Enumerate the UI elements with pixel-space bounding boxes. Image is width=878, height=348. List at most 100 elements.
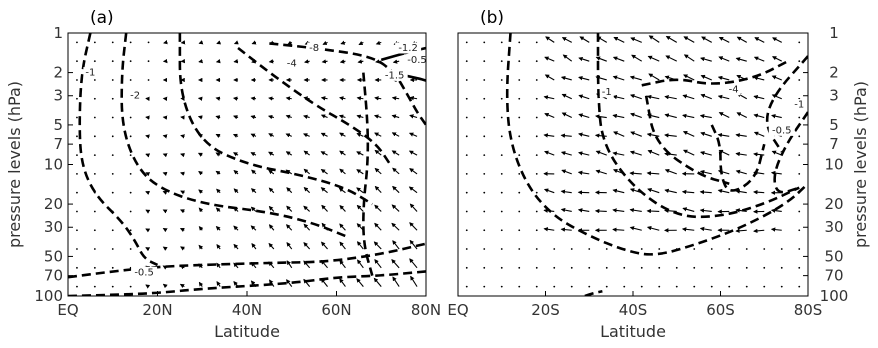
vector-arrow (701, 36, 713, 43)
vector-dot (111, 135, 114, 138)
panel-b: -1 -4 -0.5 -1 EQ 20S 40S 60S 80S Latitude 1 2 3 57 10 2… (447, 8, 870, 341)
vector-dot (535, 154, 538, 157)
vector-arrow (647, 188, 660, 194)
vector-dot (483, 60, 486, 63)
vector-dot (465, 266, 468, 269)
vector-dot (76, 154, 78, 157)
vector-arrow (303, 133, 310, 138)
vector-dot (570, 248, 573, 250)
vector-arrow (216, 40, 222, 45)
vector-arrow (339, 59, 346, 64)
vector-arrow (145, 190, 151, 195)
vector-arrow (594, 133, 607, 138)
vector-arrow (232, 96, 239, 101)
vector-arrow (303, 223, 311, 231)
vector-arrow (735, 169, 747, 175)
vector-arrow (718, 56, 730, 62)
vector-arrow (560, 207, 572, 213)
vector-dot (518, 229, 521, 232)
vector-dot (129, 210, 132, 213)
vector-dot (76, 191, 78, 194)
vector-arrow (216, 188, 221, 194)
vector-arrow (543, 133, 555, 138)
vector-arrow (629, 75, 642, 81)
vector-dot (76, 172, 78, 175)
vector-arrow (392, 167, 400, 175)
vector-arrow (699, 189, 712, 195)
vector-arrow (285, 96, 292, 101)
vector-arrow (215, 59, 221, 64)
vector-dot (111, 285, 114, 288)
vector-arrow (145, 247, 151, 252)
vector-arrow (391, 204, 400, 212)
vector-dot (483, 135, 486, 138)
vector-arrow (251, 40, 257, 45)
vector-dot (780, 248, 783, 250)
y-tick-label: 3 (829, 87, 839, 105)
vector-arrow (163, 40, 168, 45)
vector-dot (640, 285, 643, 288)
vector-arrow (285, 114, 292, 119)
x-tick-label: 40S (619, 301, 648, 319)
vector-dot (518, 60, 521, 63)
vector-arrow (179, 228, 185, 233)
vector-arrow (612, 227, 625, 232)
vector-dot (535, 79, 538, 81)
vector-dot (93, 116, 96, 119)
vector-arrow (215, 96, 221, 101)
vector-arrow (594, 208, 607, 214)
y-tick-label: 50 (824, 247, 843, 265)
vector-arrow (339, 278, 346, 287)
vector-arrow (180, 246, 185, 251)
vector-arrow (268, 224, 275, 231)
vector-arrow (251, 169, 257, 175)
y-tick-label: 7 (829, 135, 839, 153)
vector-arrow (646, 208, 660, 214)
vector-dot (535, 172, 538, 175)
vector-dot (798, 248, 801, 250)
vector-arrow (700, 93, 712, 100)
vector-arrow (753, 113, 765, 119)
x-tick-label: 60S (706, 301, 735, 319)
vector-dot (500, 210, 503, 213)
contour-label: -8 (309, 43, 319, 54)
vector-dot (763, 266, 766, 269)
vector-dot (518, 79, 521, 81)
vector-arrow (630, 131, 642, 137)
vector-arrow (647, 55, 660, 62)
vector-dot (693, 248, 696, 250)
vector-arrow (578, 132, 590, 137)
vector-arrow (595, 56, 607, 62)
vector-arrow (216, 281, 221, 287)
vector-arrow (356, 96, 364, 101)
vector-arrow (374, 185, 382, 194)
vector-arrow (562, 54, 573, 62)
vector-arrow (561, 37, 573, 43)
vector-dot (111, 172, 114, 175)
vector-arrow (699, 113, 712, 119)
vector-dot (553, 248, 556, 250)
vector-arrow (409, 258, 418, 269)
vector-arrow (682, 113, 695, 119)
vector-arrow (683, 36, 695, 43)
vector-dot (518, 172, 521, 175)
vector-dot (129, 191, 132, 194)
vector-dot (605, 266, 608, 269)
vector-dot (500, 97, 503, 100)
vector-dot (93, 229, 96, 232)
vector-arrow (233, 40, 239, 45)
vector-arrow (409, 239, 418, 250)
contour-label: -1 (794, 100, 804, 111)
contour-label-bg (128, 90, 143, 102)
vector-dot (129, 135, 132, 138)
vector-dot (465, 285, 468, 288)
vector-arrow (612, 151, 625, 156)
vector-arrow (544, 150, 555, 156)
vector-dot (93, 266, 96, 269)
vector-arrow (339, 150, 346, 156)
vector-arrow (544, 112, 555, 119)
contour-line (120, 33, 346, 238)
x-tick-label: 80S (794, 301, 823, 319)
vector-dot (465, 60, 468, 63)
